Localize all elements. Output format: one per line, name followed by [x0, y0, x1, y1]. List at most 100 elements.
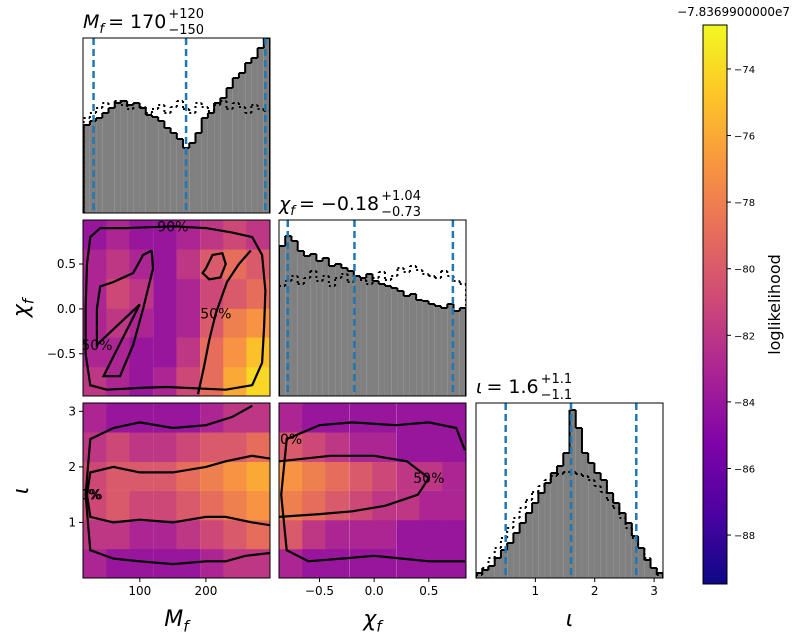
median: = 170	[108, 11, 166, 33]
median: = 1.6	[486, 376, 538, 398]
symbol: ι	[566, 607, 573, 632]
density-cell	[246, 307, 270, 338]
subscript: f	[20, 296, 38, 304]
x-tick-label: 1	[532, 584, 540, 598]
density-cell	[129, 432, 154, 462]
hist-bar	[575, 428, 582, 578]
contour-label: 50%	[81, 338, 112, 354]
hist-bar	[360, 278, 367, 396]
hist-bar	[366, 274, 373, 396]
hist-bar	[328, 266, 336, 396]
density-cell	[325, 548, 350, 578]
density-cell	[419, 432, 444, 462]
density-cell	[200, 461, 225, 491]
hist-bar	[507, 543, 514, 578]
density-cell	[349, 519, 374, 550]
contour	[84, 404, 270, 566]
hist-bar	[195, 133, 202, 213]
density-cell	[223, 307, 248, 338]
density-cell	[153, 278, 178, 309]
y-tick-label: 0.5	[57, 257, 76, 271]
x-tick-label: 100	[128, 584, 151, 598]
hist-bar	[625, 523, 632, 578]
density-cell	[106, 490, 131, 521]
hist-bar	[102, 113, 109, 213]
density-cell	[129, 461, 154, 491]
density-cell	[106, 519, 131, 550]
density-cell	[83, 337, 108, 368]
hist-bar	[285, 236, 292, 396]
density-cell	[349, 403, 374, 433]
hist-bar	[422, 301, 429, 396]
density-cell	[246, 337, 270, 368]
subscript: f	[376, 618, 384, 636]
hist-bar	[550, 473, 558, 578]
density-cell	[442, 403, 466, 433]
density-cell	[372, 461, 397, 491]
density-cell	[83, 548, 108, 578]
density-cell	[200, 519, 225, 550]
hist-bar	[183, 148, 190, 213]
hist-bar	[494, 558, 501, 578]
hist-bar	[378, 284, 385, 396]
density-cell	[106, 548, 131, 578]
density-cell	[396, 403, 421, 433]
hist-bar	[656, 573, 663, 578]
hist-bar	[613, 503, 620, 578]
plot-area: 90%50%	[83, 403, 270, 578]
plot-area	[279, 220, 466, 396]
hist-bar	[145, 115, 152, 213]
y-tick-label: 0.0	[57, 302, 76, 316]
density-cell	[129, 249, 154, 280]
density-cell	[372, 432, 397, 462]
title-lower: −1.1	[541, 388, 573, 403]
density-cell	[246, 548, 270, 578]
density-cell	[176, 519, 201, 550]
hist-bar	[447, 304, 454, 396]
hist-bar	[220, 98, 227, 213]
density-cell	[442, 490, 466, 521]
title-upper: +1.1	[541, 372, 573, 387]
density-cell	[442, 519, 466, 550]
hist-bar	[297, 251, 304, 396]
density-cell	[129, 403, 154, 433]
hist-bar	[513, 533, 520, 578]
contour	[95, 249, 155, 378]
contour	[84, 225, 267, 391]
hist-bar	[164, 128, 171, 213]
axes-frame	[475, 402, 664, 579]
hist-bar	[453, 311, 460, 396]
hist-bar	[650, 568, 657, 578]
density-cell	[153, 432, 178, 462]
hist-bar	[441, 308, 448, 396]
hist-bar	[638, 548, 645, 578]
colorbar-label: loglikelihood	[765, 254, 784, 355]
hist-bar	[139, 108, 146, 213]
colorbar-tick-label: −86	[734, 464, 755, 475]
hist-bar	[500, 550, 508, 578]
hist-bar	[176, 139, 184, 213]
density-cell	[200, 432, 225, 462]
hist-bar	[488, 566, 495, 578]
title-upper: +1.04	[381, 189, 421, 204]
hist-bar	[459, 308, 466, 396]
math-label: Mf = 170	[83, 11, 166, 37]
colorbar-tick-label: −88	[734, 531, 755, 542]
math-label: ι	[566, 607, 573, 632]
density-cell	[302, 519, 327, 550]
colorbar	[702, 24, 728, 585]
density-cell	[176, 337, 201, 368]
density-cell	[129, 337, 154, 368]
density-cell	[279, 403, 304, 433]
density-cell	[223, 366, 248, 396]
density-cell	[372, 548, 397, 578]
x-tick-label: 200	[194, 584, 217, 598]
density-cell	[396, 490, 421, 521]
density-cell	[129, 519, 154, 550]
density-cell	[153, 461, 178, 491]
hist-bar	[525, 513, 533, 578]
density-cell	[419, 519, 444, 550]
density-cell	[442, 461, 466, 491]
density-cell	[153, 249, 178, 280]
title-upper: +120	[168, 7, 204, 22]
